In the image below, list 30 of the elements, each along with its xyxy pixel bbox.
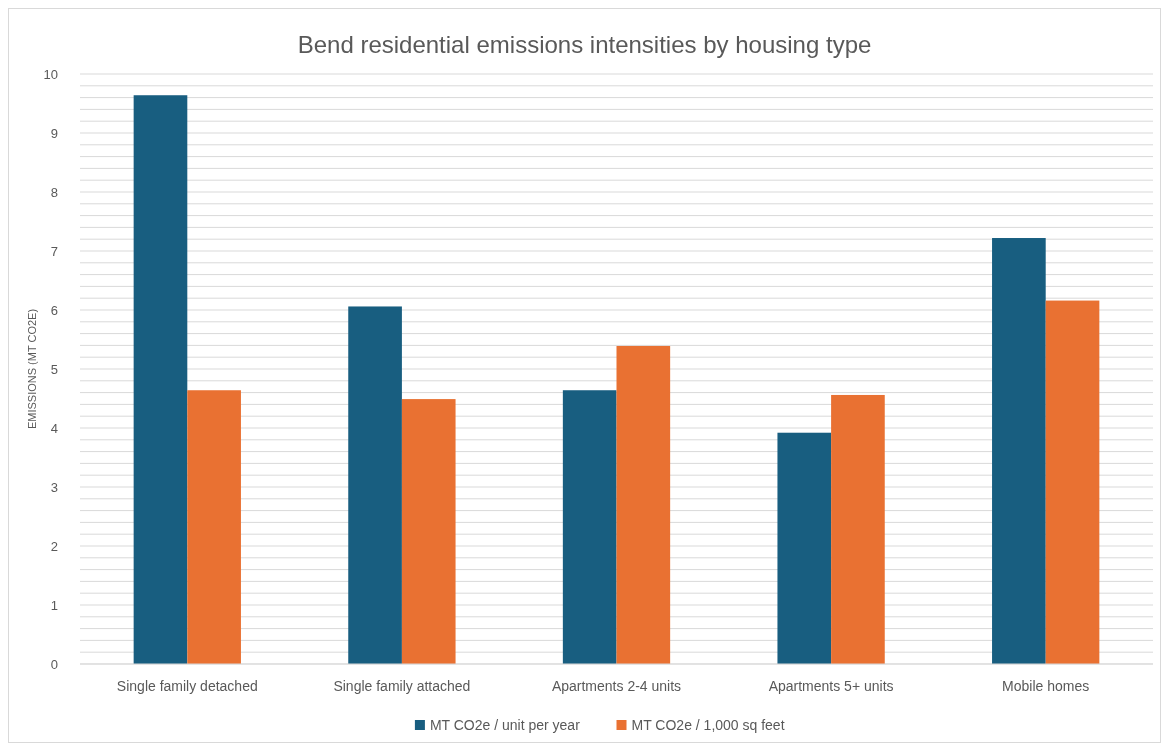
y-tick-label: 3 [50, 479, 58, 495]
x-tick-label: Mobile homes [1002, 678, 1090, 694]
bar [562, 390, 617, 664]
x-tick-label: Single family detached [116, 678, 258, 694]
y-tick-label: 10 [43, 66, 58, 82]
legend-label: MT CO2e / unit per year [429, 716, 581, 733]
y-tick-label: 8 [50, 184, 58, 200]
legend-label: MT CO2e / 1,000 sq feet [631, 716, 785, 733]
bar [616, 345, 671, 664]
bar [401, 399, 456, 664]
bar [187, 390, 241, 664]
y-tick-label: 7 [50, 243, 58, 259]
y-tick-label: 5 [50, 361, 58, 377]
y-axis-title: EMISSIONS (MT CO2E) [26, 308, 38, 430]
bar [133, 95, 188, 664]
y-tick-label: 9 [50, 125, 58, 141]
y-tick-label: 1 [50, 597, 58, 613]
y-tick-label: 0 [50, 656, 58, 672]
y-tick-label: 6 [50, 302, 58, 318]
x-tick-label: Single family attached [333, 678, 471, 694]
y-tick-label: 4 [50, 420, 58, 436]
bar [1045, 300, 1100, 664]
bar [348, 306, 402, 664]
bar [831, 394, 885, 664]
chart-title: Bend residential emissions intensities by housing type [297, 31, 872, 58]
y-tick-label: 2 [50, 538, 58, 554]
bar [777, 432, 832, 664]
x-tick-label: Apartments 2-4 units [551, 678, 682, 694]
bar [992, 238, 1046, 664]
x-tick-label: Apartments 5+ units [768, 678, 894, 694]
